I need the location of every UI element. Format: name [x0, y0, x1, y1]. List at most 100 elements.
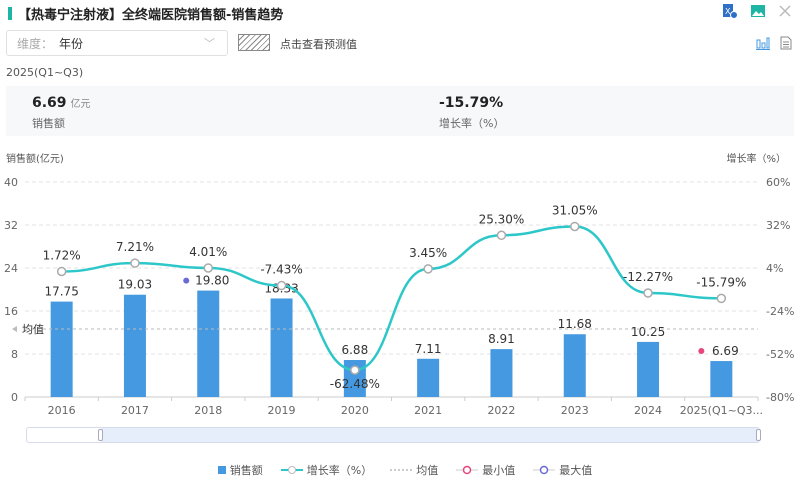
forecast-label[interactable]: 点击查看预测值	[280, 38, 357, 51]
kpi-sales-value: 6.69	[32, 95, 67, 111]
bar-2025(Q1~Q3...	[710, 361, 733, 397]
max-marker	[183, 277, 190, 284]
kpi-sales: 6.69 亿元 销售额	[32, 95, 91, 131]
y-tick-label: 0	[11, 391, 18, 404]
legend-growth[interactable]: 增长率（%）	[280, 462, 373, 478]
title-accent	[8, 7, 12, 20]
bar-2018	[197, 290, 220, 397]
period-label: 2025(Q1~Q3)	[6, 66, 84, 79]
bar-label: 17.75	[44, 285, 78, 299]
growth-point	[496, 230, 507, 241]
bar-label: 11.68	[558, 317, 592, 331]
legend-sales[interactable]: 销售额	[217, 462, 263, 478]
growth-label: -7.43%	[260, 263, 302, 277]
chart-plot: 0 -80% 8 -52% 16 -24% 24 4% 32 32% 40 60% 2016 2017 20…	[4, 176, 794, 417]
legend-label: 增长率（%）	[306, 464, 373, 477]
kpi-growth-label: 增长率（%）	[439, 117, 505, 130]
chart-title: 【热毒宁注射液】全终端医院销售额-销售趋势	[8, 4, 283, 23]
kpi-panel: 6.69 亿元 销售额 -15.79% 增长率（%）	[6, 86, 794, 136]
title-text: 【热毒宁注射液】全终端医院销售额-销售趋势	[18, 8, 284, 23]
bar-chart-view-icon[interactable]	[756, 36, 770, 50]
x-tick-label: 2023	[561, 404, 589, 417]
legend-line-swatch	[280, 466, 303, 474]
kpi-sales-unit: 亿元	[70, 99, 91, 110]
growth-label: 7.21%	[116, 240, 154, 254]
legend-max-swatch	[533, 465, 556, 475]
min-marker	[698, 348, 705, 355]
zoom-handle-right[interactable]	[756, 429, 761, 441]
legend-min-swatch	[456, 465, 479, 475]
bar-label: 8.91	[488, 332, 515, 346]
growth-label: -62.48%	[330, 377, 380, 391]
y-axis-title: 销售额(亿元)	[6, 154, 64, 165]
legend-label: 最小值	[482, 464, 516, 477]
bar-label: 10.25	[631, 325, 665, 339]
bar-2019	[270, 298, 293, 397]
legend: 销售额 增长率（%） 均值 最小值 最大值	[0, 462, 800, 478]
dimension-label: 维度：	[17, 36, 54, 51]
legend-label: 销售额	[229, 464, 263, 477]
legend-min[interactable]: 最小值	[456, 462, 515, 478]
x-tick-label: 2025(Q1~Q3...	[680, 404, 763, 417]
excel-export-icon[interactable]: X	[722, 3, 738, 19]
close-icon[interactable]	[778, 4, 792, 18]
bar-2017	[123, 294, 146, 397]
y-tick-label: 40	[4, 176, 18, 189]
legend-max[interactable]: 最大值	[533, 462, 592, 478]
y-tick-label: 16	[4, 305, 18, 318]
dimension-value: 年份	[59, 36, 84, 51]
image-export-icon[interactable]	[750, 3, 766, 19]
zoom-selected-range[interactable]	[101, 428, 759, 442]
zoom-slider[interactable]	[26, 427, 761, 443]
bar-2021	[417, 358, 440, 397]
growth-point	[203, 263, 213, 273]
x-tick-label: 2020	[341, 404, 369, 417]
growth-point	[276, 280, 287, 291]
growth-rate-line	[61, 225, 722, 372]
growth-point	[130, 258, 140, 268]
x-tick-label: 2018	[194, 404, 222, 417]
svg-text:X: X	[725, 7, 731, 16]
y2-tick-label: -52%	[766, 348, 794, 361]
bar-2023	[563, 334, 586, 397]
legend-bar-swatch	[217, 466, 226, 474]
forecast-toggle[interactable]	[238, 34, 270, 51]
growth-label: -15.79%	[696, 275, 746, 289]
kpi-growth-value: -15.79%	[439, 95, 504, 111]
legend-label: 最大值	[559, 464, 593, 477]
growth-point	[56, 266, 67, 277]
growth-label: 25.30%	[479, 212, 525, 226]
x-tick-label: 2016	[48, 404, 76, 417]
bar-label: 19.80	[195, 274, 229, 288]
dimension-select[interactable]: 维度： 年份 ﹀	[6, 30, 228, 56]
zoom-handle-left[interactable]	[98, 429, 103, 441]
growth-label: -12.27%	[623, 270, 673, 284]
kpi-growth: -15.79% 增长率（%）	[439, 95, 504, 131]
y2-tick-label: 4%	[766, 262, 783, 275]
growth-point	[716, 293, 727, 304]
bar-2022	[490, 349, 513, 397]
growth-point	[643, 288, 653, 298]
chevron-down-icon: ﹀	[204, 37, 215, 50]
bar-2024	[637, 341, 660, 397]
legend-dotted-swatch	[390, 469, 413, 471]
kpi-sales-label: 销售额	[32, 117, 65, 130]
toolbar: X	[722, 3, 792, 19]
bar-label: 6.88	[341, 343, 368, 357]
x-tick-label: 2024	[634, 404, 662, 417]
growth-label: 3.45%	[409, 246, 447, 260]
x-tick-label: 2019	[268, 404, 296, 417]
legend-average[interactable]: 均值	[390, 462, 438, 478]
y-tick-label: 24	[4, 262, 18, 275]
y2-tick-label: 32%	[766, 219, 790, 232]
x-tick-label: 2021	[414, 404, 442, 417]
x-tick-label: 2017	[121, 404, 149, 417]
table-view-icon[interactable]	[780, 36, 792, 50]
y2-tick-label: -24%	[766, 305, 794, 318]
average-arrow-icon	[12, 326, 17, 333]
bar-2016	[50, 301, 73, 397]
y2-tick-label: 60%	[766, 176, 790, 189]
y2-tick-label: -80%	[766, 391, 794, 404]
growth-label: 4.01%	[189, 245, 227, 259]
bar-label: 19.03	[118, 278, 152, 292]
